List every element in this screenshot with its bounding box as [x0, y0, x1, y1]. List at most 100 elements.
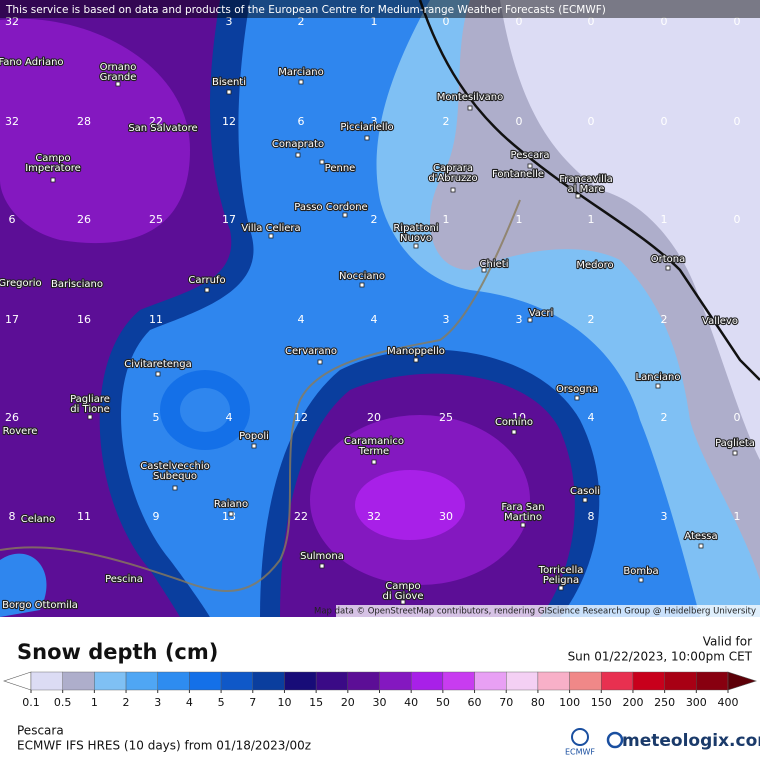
place-dot — [511, 429, 517, 435]
colorbar-label: 20 — [341, 696, 355, 709]
grid-value: 0 — [661, 15, 668, 28]
colorbar-label: 10 — [277, 696, 291, 709]
place-line: Castelvecchio — [140, 461, 209, 472]
place-label: Picciariello — [340, 122, 393, 133]
grid-value: 0 — [588, 15, 595, 28]
place-line: di Giove — [382, 591, 423, 602]
place-dot — [450, 187, 456, 193]
place-line: Vallevo — [702, 316, 738, 327]
place-line: San Salvatore — [128, 123, 197, 134]
place-label: Castelvecchio Subequo — [140, 461, 209, 482]
place-dot — [732, 318, 738, 324]
place-line: Ortona — [651, 254, 686, 265]
place-line: Passo Cordone — [294, 202, 367, 213]
place-line: d'Abruzzo — [428, 173, 477, 184]
place-line: Borgo Ottomila — [2, 600, 78, 611]
place-label: Bisenti — [212, 77, 246, 88]
place-line: Carrufo — [188, 275, 225, 286]
place-dot — [481, 267, 487, 273]
place-label: Campo di Giove — [382, 581, 423, 602]
place-line: Campo — [385, 581, 420, 592]
grid-value: 16 — [77, 313, 91, 326]
grid-value: 30 — [439, 510, 453, 523]
grid-value: 17 — [222, 213, 236, 226]
place-dot — [732, 450, 738, 456]
place-line: Campo — [35, 153, 70, 164]
grid-value: 2 — [661, 313, 668, 326]
snow-field — [0, 0, 760, 617]
place-label: Vallevo — [702, 316, 738, 327]
grid-value: 4 — [298, 313, 305, 326]
place-dot — [319, 159, 325, 165]
place-line: Barisciano — [51, 279, 103, 290]
grid-value: 4 — [371, 313, 378, 326]
ecmwf-text: ECMWF — [565, 748, 595, 757]
attribution: Map data © OpenStreetMap contributors, r… — [314, 607, 756, 617]
place-line: Terme — [358, 446, 389, 457]
place-dot — [87, 414, 93, 420]
colorbar-label: 1 — [91, 696, 98, 709]
grid-value: 25 — [439, 411, 453, 424]
place-label: Popoli — [239, 431, 269, 442]
place-label: Barisciano — [51, 279, 103, 290]
place-label: Borgo Ottomila — [2, 600, 78, 611]
place-label: San Salvatore — [128, 123, 197, 134]
place-line: Medoro — [576, 260, 613, 271]
grid-value: 20 — [367, 411, 381, 424]
place-dot — [228, 511, 234, 517]
colorbar-label: 70 — [499, 696, 513, 709]
place-line: Comino — [495, 417, 533, 428]
place-dot — [364, 135, 370, 141]
colorbar-label: 150 — [591, 696, 612, 709]
place-label: Cervarano — [285, 346, 337, 357]
grid-value: 2 — [443, 115, 450, 128]
place-label: Pescara — [511, 150, 550, 161]
place-dot — [574, 395, 580, 401]
colorbar-label: 15 — [309, 696, 323, 709]
place-line: Vacri — [529, 308, 554, 319]
place-dot — [467, 105, 473, 111]
place-label: Nocciano — [339, 271, 385, 282]
colorbar-segment — [284, 671, 317, 691]
grid-value: 0 — [734, 15, 741, 28]
place-label: Fara San Martino — [501, 502, 544, 523]
grid-value: 26 — [5, 411, 19, 424]
place-line: Gregorio — [0, 278, 42, 289]
colorbar-segment — [379, 671, 412, 691]
place-dot — [582, 497, 588, 503]
grid-value: 25 — [149, 213, 163, 226]
place-line: Penne — [325, 163, 356, 174]
place-dot — [295, 152, 301, 158]
place-dot — [155, 371, 161, 377]
place-line: Civitaretenga — [124, 359, 191, 370]
grid-value: 6 — [9, 213, 16, 226]
grid-value: 0 — [588, 115, 595, 128]
place-dot — [527, 163, 533, 169]
place-line: di Tione — [70, 404, 110, 415]
place-dot — [317, 359, 323, 365]
grid-value: 11 — [149, 313, 163, 326]
colorbar-label: 100 — [559, 696, 580, 709]
grid-value: 12 — [294, 411, 308, 424]
place-line: Bomba — [623, 566, 658, 577]
grid-value: 9 — [153, 510, 160, 523]
place-label: Bomba — [623, 566, 658, 577]
colorbar-segment — [189, 671, 222, 691]
place-line: Popoli — [239, 431, 269, 442]
place-dot — [655, 383, 661, 389]
place-line: Peligna — [543, 575, 579, 586]
place-line: Caprara — [433, 163, 473, 174]
place-dot — [115, 81, 121, 87]
place-dot — [497, 172, 503, 178]
grid-value: 22 — [294, 510, 308, 523]
place-dot — [527, 317, 533, 323]
place-label: Sulmona — [300, 551, 344, 562]
place-dot — [50, 177, 56, 183]
grid-value: 0 — [443, 15, 450, 28]
place-line: Bisenti — [212, 77, 246, 88]
grid-value: 0 — [734, 411, 741, 424]
colorbar-segment — [506, 671, 539, 691]
grid-value: 0 — [734, 213, 741, 226]
grid-value: 2 — [661, 411, 668, 424]
colorbar-segment — [569, 671, 602, 691]
